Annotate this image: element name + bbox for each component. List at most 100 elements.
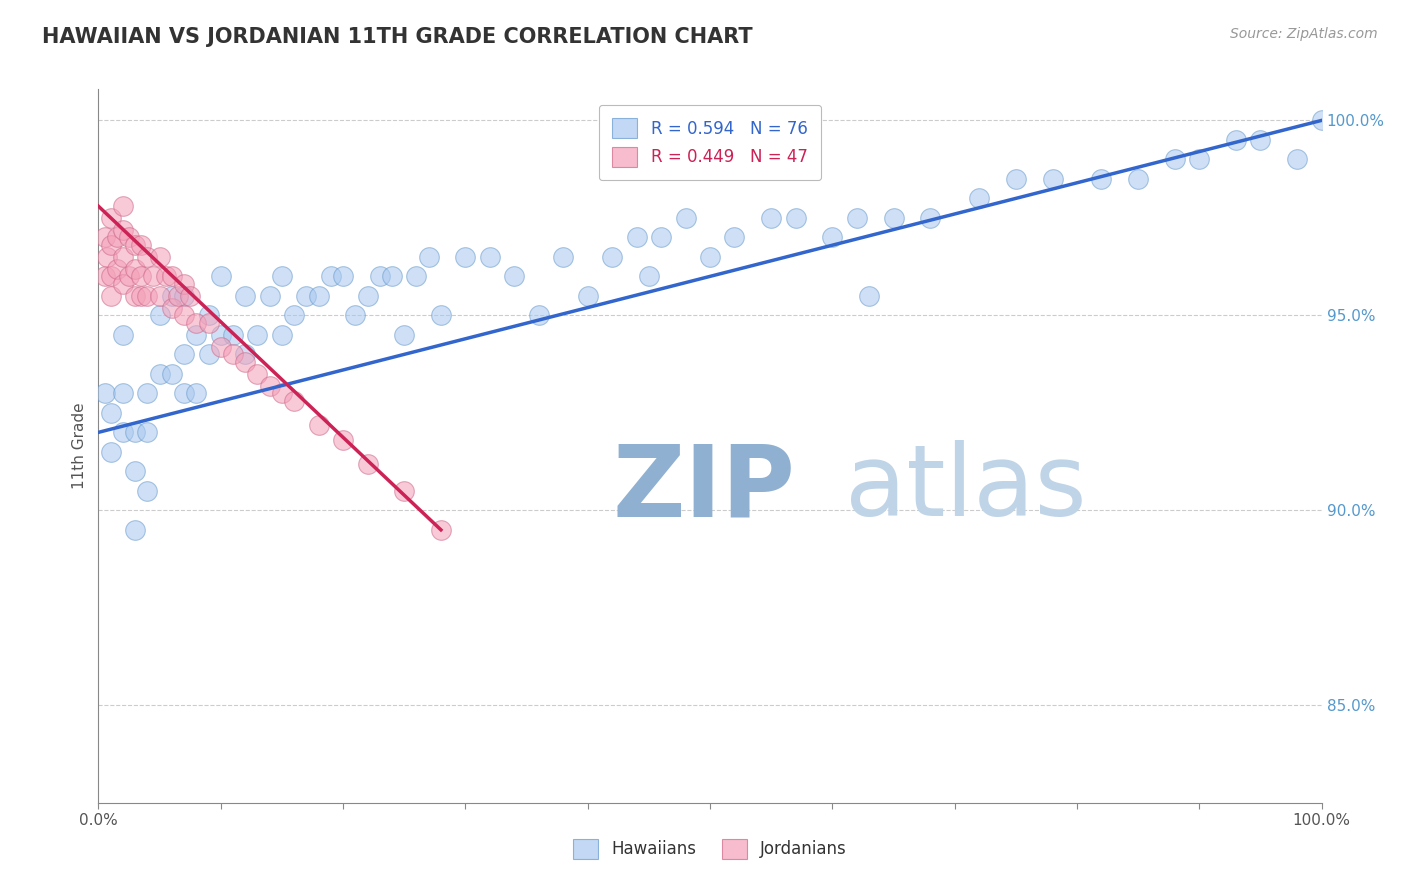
Point [160,367,183,381]
Point [319,269,342,284]
Point [503,269,526,284]
Point [723,230,745,244]
Point [478,250,501,264]
Point [233,347,256,361]
Point [167,289,190,303]
Point [100,211,122,225]
Point [124,238,146,252]
Point [1004,172,1026,186]
Y-axis label: 11th Grade: 11th Grade [72,402,87,490]
Point [761,211,783,225]
Point [160,301,183,315]
Point [111,222,134,236]
Point [858,289,880,303]
Point [129,238,152,252]
Point [136,386,159,401]
Point [111,425,134,440]
Point [283,394,305,409]
Point [1286,153,1309,167]
Point [142,269,165,284]
Point [392,327,416,342]
Legend: Hawaiians, Jordanians: Hawaiians, Jordanians [567,832,853,866]
Point [295,289,318,303]
Point [222,347,245,361]
Point [430,523,453,537]
Point [344,309,367,323]
Point [1090,172,1112,186]
Point [209,340,232,354]
Point [197,309,219,323]
Point [179,289,201,303]
Point [93,269,115,284]
Text: atlas: atlas [845,441,1087,537]
Point [1225,133,1247,147]
Point [149,289,172,303]
Point [270,327,294,342]
Point [209,269,232,284]
Point [821,230,844,244]
Point [111,277,134,292]
Point [392,483,416,498]
Point [259,289,281,303]
Point [233,355,256,369]
Point [845,211,868,225]
Point [173,347,195,361]
Point [124,261,146,276]
Point [454,250,477,264]
Point [332,269,354,284]
Point [405,269,427,284]
Point [209,327,232,342]
Point [118,269,141,284]
Point [124,464,146,478]
Point [118,230,141,244]
Point [186,386,208,401]
Point [418,250,440,264]
Point [222,327,245,342]
Point [100,406,122,420]
Point [920,211,942,225]
Point [233,289,256,303]
Point [149,309,172,323]
Point [173,277,195,292]
Point [699,250,721,264]
Point [93,386,115,401]
Point [308,417,330,432]
Point [149,250,172,264]
Point [173,309,195,323]
Point [197,316,219,330]
Point [105,230,128,244]
Point [124,289,146,303]
Point [246,367,269,381]
Point [259,378,281,392]
Point [356,289,378,303]
Point [100,289,122,303]
Point [626,230,648,244]
Point [136,250,159,264]
Point [785,211,807,225]
Point [1188,153,1211,167]
Point [186,316,208,330]
Point [576,289,599,303]
Text: ZIP: ZIP [612,441,794,537]
Point [430,309,453,323]
Point [637,269,661,284]
Point [96,250,118,264]
Point [111,199,134,213]
Point [136,425,159,440]
Point [270,269,294,284]
Point [100,269,122,284]
Point [283,309,305,323]
Point [1249,133,1271,147]
Point [381,269,404,284]
Point [527,309,550,323]
Point [197,347,219,361]
Point [111,386,134,401]
Point [129,269,152,284]
Point [1310,113,1333,128]
Point [155,269,177,284]
Point [100,445,122,459]
Point [124,425,146,440]
Point [124,523,146,537]
Point [136,483,159,498]
Point [93,230,115,244]
